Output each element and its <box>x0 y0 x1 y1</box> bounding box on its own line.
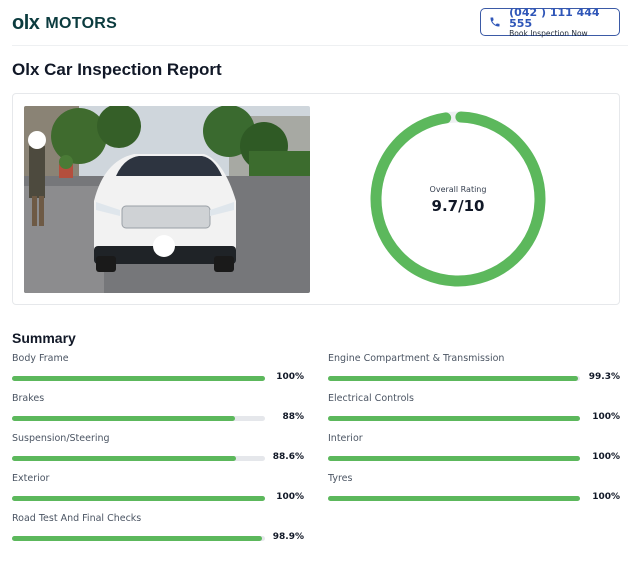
phone-icon <box>489 15 501 29</box>
summary-metric: Brakes 88% <box>12 393 312 433</box>
metric-progress-track <box>328 456 580 461</box>
book-inspection-button[interactable]: (042 ) 111 444 555 Book Inspection Now <box>480 5 620 38</box>
metric-progress-fill <box>12 536 263 541</box>
motors-logo-text: MOTORS <box>45 14 118 32</box>
metric-label: Electrical Controls <box>328 393 414 404</box>
metric-value: 100% <box>592 412 620 422</box>
metric-label: Engine Compartment & Transmission <box>328 353 505 364</box>
metric-label: Suspension/Steering <box>12 433 110 444</box>
overall-rating-gauge: Overall Rating 9.7/10 <box>368 109 548 289</box>
metric-value: 98.9% <box>272 532 304 542</box>
summary-metric: Body Frame 100% <box>12 353 312 393</box>
metric-value: 100% <box>592 492 620 502</box>
report-card: Overall Rating 9.7/10 <box>12 93 620 305</box>
summary-right-column: Engine Compartment & Transmission 99.3% El… <box>328 353 628 513</box>
metric-progress-fill <box>12 496 265 501</box>
metric-progress-track <box>12 496 265 501</box>
metric-progress-track <box>328 376 580 381</box>
overall-rating-label: Overall Rating <box>429 185 487 194</box>
metric-progress-track <box>328 416 580 421</box>
summary-left-column: Body Frame 100% Brakes 88% Suspension/Steeri… <box>12 353 312 553</box>
olx-motors-logo[interactable]: olx MOTORS <box>12 12 117 35</box>
metric-value: 100% <box>276 372 304 382</box>
metric-progress-fill <box>12 376 265 381</box>
metric-progress-fill <box>12 416 235 421</box>
metric-value: 100% <box>276 492 304 502</box>
header-divider <box>12 45 628 46</box>
summary-metric: Electrical Controls 100% <box>328 393 628 433</box>
metric-label: Body Frame <box>12 353 69 364</box>
olx-logo-text: olx <box>12 12 40 34</box>
metric-progress-fill <box>328 416 580 421</box>
metric-progress-track <box>328 496 580 501</box>
summary-metric: Road Test And Final Checks 98.9% <box>12 513 312 553</box>
metric-value: 88.6% <box>272 452 304 462</box>
summary-metric: Suspension/Steering 88.6% <box>12 433 312 473</box>
metric-progress-track <box>12 456 265 461</box>
metric-label: Exterior <box>12 473 50 484</box>
page-title: Olx Car Inspection Report <box>12 60 222 79</box>
metric-progress-fill <box>328 496 580 501</box>
summary-metric: Engine Compartment & Transmission 99.3% <box>328 353 628 393</box>
summary-title: Summary <box>12 330 76 346</box>
metric-progress-fill <box>12 456 237 461</box>
book-inspection-label: Book Inspection Now <box>509 28 588 38</box>
metric-value: 88% <box>282 412 304 422</box>
car-photo <box>24 106 310 293</box>
metric-value: 99.3% <box>588 372 620 382</box>
metric-value: 100% <box>592 452 620 462</box>
metric-label: Interior <box>328 433 363 444</box>
metric-label: Road Test And Final Checks <box>12 513 142 524</box>
summary-metric: Tyres 100% <box>328 473 628 513</box>
metric-progress-track <box>12 536 265 541</box>
overall-rating-value: 9.7/10 <box>431 197 485 215</box>
summary-metric: Exterior 100% <box>12 473 312 513</box>
summary-metric: Interior 100% <box>328 433 628 473</box>
metric-label: Brakes <box>12 393 45 404</box>
metric-progress-track <box>12 416 265 421</box>
metric-progress-fill <box>328 456 580 461</box>
metric-progress-track <box>12 376 265 381</box>
metric-label: Tyres <box>328 473 353 484</box>
metric-progress-fill <box>328 376 579 381</box>
phone-number: (042 ) 111 444 555 <box>509 5 600 31</box>
